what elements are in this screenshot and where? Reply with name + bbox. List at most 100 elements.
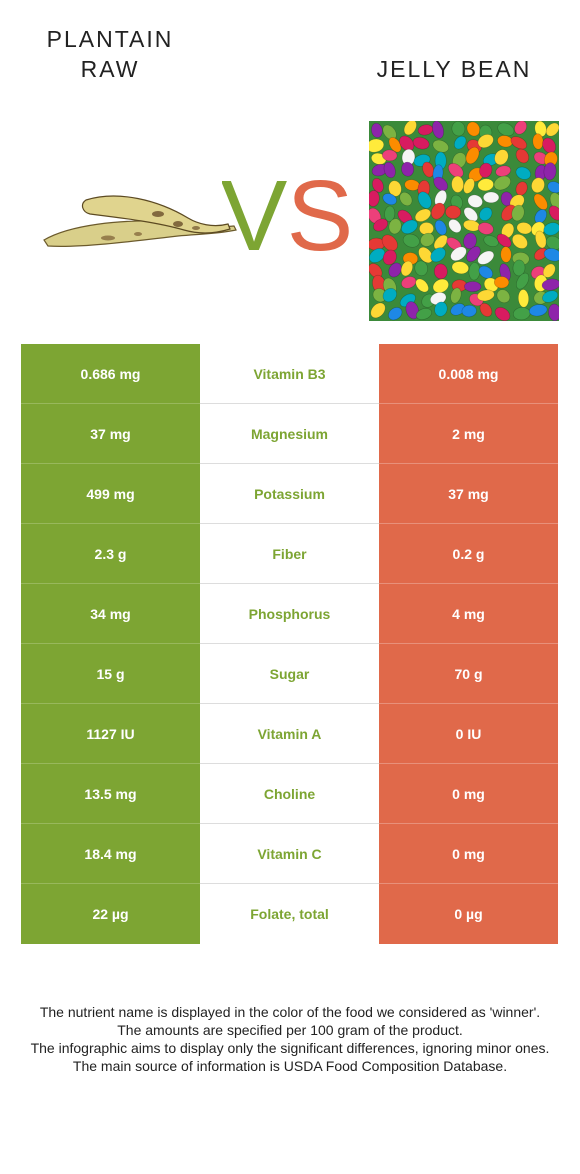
jelly-bean bbox=[478, 265, 493, 279]
table-row: 0.686 mg Vitamin B3 0.008 mg bbox=[21, 344, 558, 404]
jelly-bean bbox=[448, 219, 462, 233]
footer-notes: The nutrient name is displayed in the co… bbox=[20, 1003, 560, 1075]
row-divider bbox=[21, 823, 558, 824]
jelly-bean bbox=[405, 301, 419, 320]
right-food-title: JELLY BEAN bbox=[376, 56, 532, 82]
jelly-bean bbox=[451, 175, 464, 193]
jelly-bean bbox=[399, 191, 413, 207]
footer-line-amounts: The amounts are specified per 100 gram o… bbox=[117, 1022, 463, 1038]
jelly-bean bbox=[466, 121, 481, 137]
jelly-bean bbox=[476, 289, 495, 302]
right-value-cell: 0 IU bbox=[379, 704, 558, 764]
jelly-bean bbox=[372, 178, 384, 193]
jelly-bean bbox=[479, 162, 493, 178]
jelly-bean bbox=[401, 161, 415, 177]
jelly-bean bbox=[511, 204, 525, 222]
nutrient-name-cell: Magnesium bbox=[200, 404, 379, 464]
jelly-bean bbox=[494, 149, 509, 166]
right-value-cell: 4 mg bbox=[379, 584, 558, 644]
table-row: 34 mg Phosphorus 4 mg bbox=[21, 584, 558, 644]
table-row: 22 µg Folate, total 0 µg bbox=[21, 884, 558, 944]
jelly-bean bbox=[543, 222, 559, 236]
table-row: 15 g Sugar 70 g bbox=[21, 644, 558, 704]
left-value-cell: 18.4 mg bbox=[21, 824, 200, 884]
jelly-bean bbox=[402, 233, 420, 248]
left-value-cell: 37 mg bbox=[21, 404, 200, 464]
jelly-bean bbox=[500, 246, 512, 263]
footer-line-source: The main source of information is USDA F… bbox=[72, 1058, 508, 1074]
jelly-bean bbox=[453, 135, 467, 150]
jelly-bean bbox=[549, 192, 559, 210]
jelly-bean bbox=[548, 205, 559, 221]
jelly-bean bbox=[451, 121, 466, 137]
jelly-bean bbox=[512, 259, 526, 277]
jelly-bean bbox=[514, 121, 527, 135]
jelly-bean bbox=[414, 208, 431, 222]
jelly-bean bbox=[461, 304, 477, 318]
jelly-bean bbox=[497, 122, 515, 137]
jelly-bean bbox=[477, 134, 494, 149]
left-value-cell: 13.5 mg bbox=[21, 764, 200, 824]
jelly-bean bbox=[477, 250, 495, 265]
jelly-bean bbox=[415, 308, 432, 320]
table-row: 37 mg Magnesium 2 mg bbox=[21, 404, 558, 464]
jelly-bean bbox=[445, 205, 461, 219]
jelly-bean bbox=[512, 233, 528, 249]
jelly-bean bbox=[494, 307, 511, 321]
jelly-bean bbox=[434, 301, 448, 317]
nutrient-name-cell: Folate, total bbox=[200, 884, 379, 944]
jelly-bean bbox=[496, 289, 511, 304]
jelly-bean bbox=[464, 281, 482, 293]
left-food-title-line2: RAW bbox=[80, 56, 140, 82]
jelly-bean bbox=[531, 177, 545, 194]
jelly-bean bbox=[450, 287, 462, 304]
jelly-bean bbox=[545, 122, 559, 137]
jelly-bean bbox=[401, 219, 418, 234]
jelly-bean bbox=[430, 247, 446, 263]
nutrient-name-cell: Phosphorus bbox=[200, 584, 379, 644]
jelly-bean bbox=[493, 175, 511, 191]
jelly-bean bbox=[516, 272, 530, 290]
row-divider bbox=[21, 463, 558, 464]
jelly-bean bbox=[432, 139, 449, 153]
jelly-bean bbox=[388, 218, 402, 235]
jelly-bean bbox=[388, 307, 403, 321]
right-value-cell: 0 mg bbox=[379, 824, 558, 884]
jelly-bean bbox=[382, 149, 398, 162]
left-value-cell: 2.3 g bbox=[21, 524, 200, 584]
jelly-bean bbox=[451, 261, 469, 275]
jelly-bean bbox=[369, 138, 385, 153]
row-divider bbox=[21, 523, 558, 524]
plantain-image bbox=[43, 195, 237, 247]
jelly-bean bbox=[463, 178, 475, 194]
nutrient-name-cell: Vitamin B3 bbox=[200, 344, 379, 404]
nutrient-name-cell: Sugar bbox=[200, 644, 379, 704]
right-value-cell: 0 µg bbox=[379, 884, 558, 944]
jelly-bean bbox=[432, 278, 449, 293]
jelly-bean bbox=[412, 136, 430, 150]
jelly-bean-image bbox=[369, 121, 559, 321]
jelly-bean bbox=[382, 249, 397, 266]
footer-line-differences: The infographic aims to display only the… bbox=[30, 1040, 550, 1056]
jelly-bean bbox=[494, 276, 510, 289]
jelly-bean bbox=[399, 135, 415, 152]
jelly-bean bbox=[430, 202, 446, 220]
jelly-bean bbox=[467, 194, 483, 208]
jelly-bean bbox=[515, 148, 530, 164]
jelly-bean bbox=[401, 276, 417, 289]
jelly-bean bbox=[388, 137, 402, 153]
row-divider bbox=[21, 883, 558, 884]
left-food-title: PLANTAIN RAW bbox=[20, 24, 200, 84]
jelly-bean bbox=[371, 122, 383, 138]
jelly-bean bbox=[433, 176, 448, 192]
jelly-bean bbox=[434, 219, 447, 236]
vs-s-letter: S bbox=[287, 166, 352, 262]
jelly-bean bbox=[448, 163, 464, 178]
jelly-bean bbox=[369, 248, 386, 263]
nutrient-name-cell: Fiber bbox=[200, 524, 379, 584]
nutrient-name-cell: Vitamin A bbox=[200, 704, 379, 764]
jelly-bean bbox=[415, 278, 429, 293]
jelly-bean bbox=[371, 152, 387, 165]
